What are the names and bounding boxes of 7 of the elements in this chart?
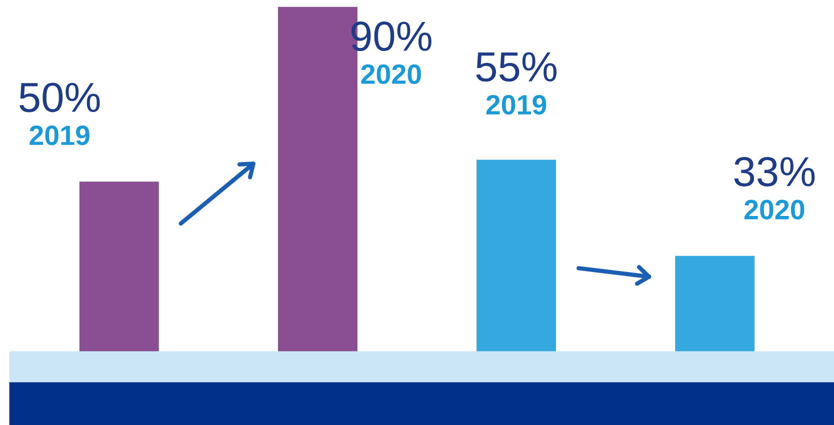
data-label: 50%: [20, 82, 100, 112]
data-label: 33%: [734, 156, 815, 186]
data-label: 55%: [476, 52, 556, 82]
x-tick-label: 2020: [361, 64, 421, 84]
x-tick-label: 2020: [744, 200, 804, 220]
x-tick-label: 2019: [30, 126, 90, 146]
x-tick-label: 2019: [486, 94, 546, 115]
